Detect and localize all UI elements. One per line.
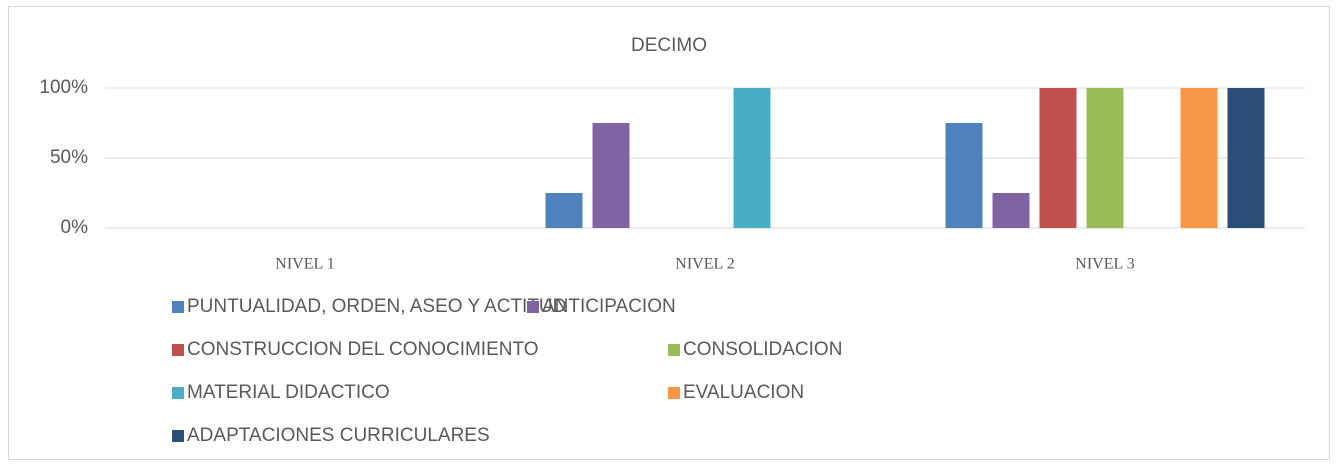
legend-label: PUNTUALIDAD, ORDEN, ASEO Y ACTITUD [187, 296, 566, 317]
legend-swatch [172, 430, 184, 442]
legend-swatch [527, 301, 539, 313]
legend-swatch [172, 344, 184, 356]
legend-swatch [668, 387, 680, 399]
bar [592, 123, 630, 228]
y-tick-label: 0% [61, 217, 89, 238]
legend-label: ANTICIPACION [542, 296, 676, 317]
bar [1227, 88, 1265, 228]
bar [992, 193, 1030, 228]
legend-label: CONSTRUCCION DEL CONOCIMIENTO [187, 339, 539, 360]
bar [945, 123, 983, 228]
chart-title: DECIMO [631, 35, 707, 56]
x-tick-label: NIVEL 3 [1075, 256, 1134, 273]
bar [1086, 88, 1124, 228]
bar [1180, 88, 1218, 228]
x-tick-label: NIVEL 2 [675, 256, 734, 273]
bar [545, 193, 583, 228]
legend-label: CONSOLIDACION [683, 339, 842, 360]
y-tick-label: 50% [50, 147, 88, 168]
legend-label: EVALUACION [683, 382, 804, 403]
bar [1039, 88, 1077, 228]
x-tick-label: NIVEL 1 [275, 256, 334, 273]
legend-swatch [668, 344, 680, 356]
y-tick-label: 100% [39, 77, 88, 98]
bar [733, 88, 771, 228]
legend-label: MATERIAL DIDACTICO [187, 382, 390, 403]
chart-border [8, 6, 1330, 460]
legend-swatch [172, 387, 184, 399]
legend-label: ADAPTACIONES CURRICULARES [187, 425, 490, 446]
legend-swatch [172, 301, 184, 313]
